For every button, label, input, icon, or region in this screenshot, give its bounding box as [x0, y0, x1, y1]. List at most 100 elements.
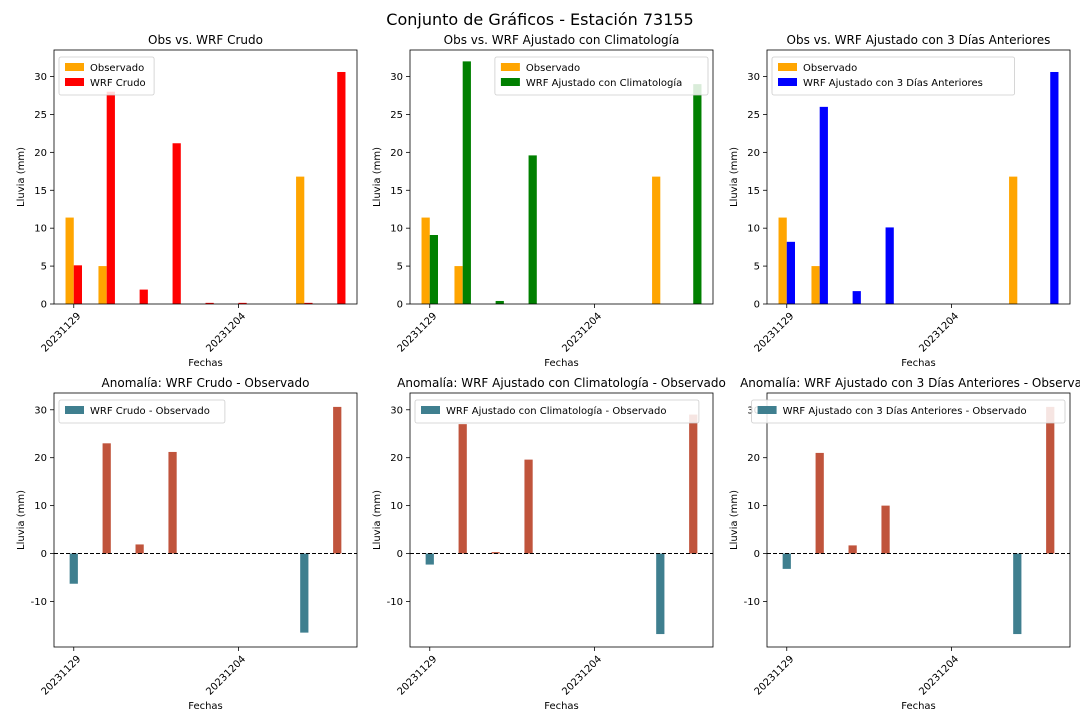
legend-label: WRF Ajustado con Climatología - Observad… [446, 405, 667, 417]
bar [172, 143, 181, 304]
legend-box [58, 399, 226, 424]
bar [296, 176, 305, 304]
bar [135, 544, 144, 554]
bar [429, 235, 438, 304]
x-tick-label: 20231204 [560, 654, 604, 698]
y-axis-label: Lluvia (mm) [16, 147, 27, 207]
y-tick-label: 5 [397, 262, 403, 273]
legend: WRF Crudo - Observado [58, 399, 226, 424]
y-tick-label: 0 [41, 549, 47, 560]
legend-swatch [778, 63, 797, 71]
y-tick-label: 10 [390, 501, 403, 512]
legend-label: WRF Ajustado con 3 Días Anteriores [803, 77, 983, 89]
bar [337, 71, 346, 304]
legend-box [494, 56, 709, 96]
y-tick-label: 30 [34, 72, 47, 83]
bar [300, 553, 309, 633]
bar [881, 505, 890, 554]
axes-frame [53, 392, 358, 648]
bar [333, 406, 342, 554]
y-tick-label: 20 [390, 453, 403, 464]
panel-p2: Obs vs. WRF Ajustado con Climatología 0 5 1… [372, 33, 714, 369]
bar [652, 176, 661, 304]
panel-p1: Obs vs. WRF Crudo 0 5 10 15 20 25 30 20231129 202… [16, 33, 358, 369]
x-tick-label: 20231204 [560, 311, 604, 355]
legend: WRF Ajustado con 3 Días Anteriores - Obs… [751, 399, 1066, 424]
legend: Observado WRF Ajustado con 3 Días Anterio… [771, 56, 1016, 96]
y-tick-label: 0 [754, 549, 760, 560]
bar [885, 227, 894, 304]
y-tick-label: 20 [390, 148, 403, 159]
x-tick-label: 20231129 [753, 311, 797, 355]
bar [238, 302, 247, 304]
bar [656, 553, 665, 635]
y-tick-label: 30 [747, 72, 760, 83]
y-tick-label: 10 [34, 501, 47, 512]
y-tick-label: 15 [390, 186, 403, 197]
y-tick-label: 30 [390, 72, 403, 83]
legend-swatch [421, 406, 440, 414]
bar [495, 300, 504, 304]
y-tick-label: 30 [390, 405, 403, 416]
y-tick-label: 25 [747, 110, 760, 121]
legend-label: Observado [90, 63, 144, 74]
bar [524, 459, 533, 554]
bar [693, 84, 702, 304]
y-tick-label: 5 [754, 262, 760, 273]
bar [205, 302, 214, 304]
x-tick-label: 20231129 [396, 654, 440, 698]
x-tick-label: 20231129 [40, 311, 84, 355]
axes-frame [409, 49, 714, 305]
x-tick-label: 20231129 [396, 311, 440, 355]
legend-swatch [500, 63, 520, 71]
x-tick-label: 20231204 [917, 654, 961, 698]
x-axis-label: Fechas [544, 358, 579, 369]
y-tick-label: 0 [754, 300, 760, 311]
bar [1046, 406, 1055, 554]
x-tick-label: 20231204 [204, 311, 248, 355]
axes-frame [766, 392, 1071, 648]
y-tick-label: 10 [747, 224, 760, 235]
bar [98, 266, 107, 304]
axes-frame [409, 392, 714, 648]
y-tick-label: 25 [34, 110, 47, 121]
y-axis-label: Lluvia (mm) [372, 147, 383, 207]
legend-swatch [778, 78, 797, 86]
x-axis-label: Fechas [188, 358, 223, 369]
y-tick-label: -10 [744, 597, 760, 608]
y-tick-label: 0 [397, 549, 403, 560]
bar [778, 217, 787, 304]
legend-label: WRF Crudo [90, 78, 146, 89]
y-tick-label: 15 [747, 186, 760, 197]
y-tick-label: 30 [34, 405, 47, 416]
panel-title: Obs vs. WRF Ajustado con Climatología [444, 33, 680, 47]
bar [689, 414, 698, 554]
axes-frame [766, 49, 1071, 305]
x-tick-label: 20231129 [753, 654, 797, 698]
bar [815, 452, 824, 554]
panel-title: Anomalía: WRF Ajustado con Climatología … [397, 376, 726, 390]
y-tick-label: 20 [747, 148, 760, 159]
y-tick-label: 0 [41, 300, 47, 311]
bar [304, 302, 313, 304]
bar [852, 291, 861, 304]
bar [421, 217, 430, 304]
bar [491, 552, 500, 554]
bar [811, 266, 820, 304]
bar [1013, 553, 1022, 635]
legend-box [771, 56, 1016, 96]
y-tick-label: -10 [31, 597, 47, 608]
legend-swatch [500, 78, 520, 86]
y-tick-label: 10 [390, 224, 403, 235]
y-axis-label: Lluvia (mm) [729, 490, 740, 550]
x-axis-label: Fechas [544, 701, 579, 712]
y-tick-label: 10 [747, 501, 760, 512]
y-tick-label: 20 [747, 453, 760, 464]
bar [69, 553, 78, 584]
bar [168, 451, 177, 554]
legend-label: Observado [526, 63, 580, 74]
legend-swatch [65, 63, 84, 71]
y-tick-label: 25 [390, 110, 403, 121]
figure-title: Conjunto de Gráficos - Estación 73155 [386, 10, 694, 29]
